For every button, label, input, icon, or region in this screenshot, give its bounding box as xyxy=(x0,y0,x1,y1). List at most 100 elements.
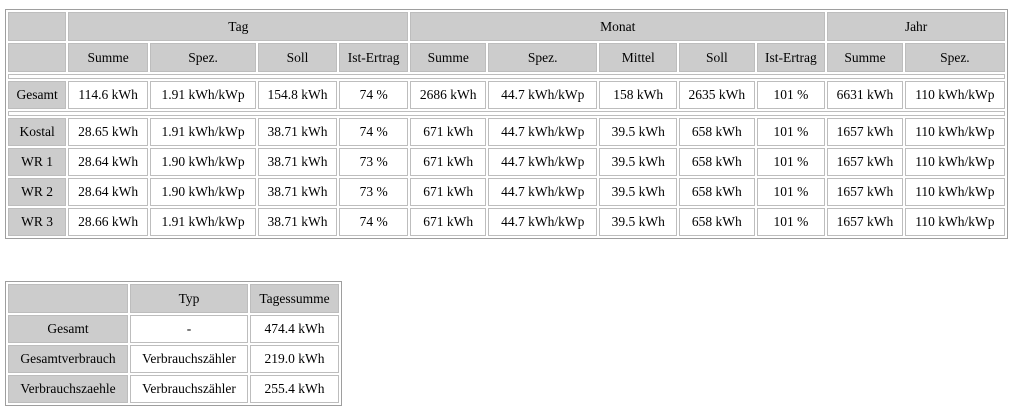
row-label: WR 2 xyxy=(8,178,67,206)
table-cell: 158 kWh xyxy=(599,81,678,109)
consumption-row-gesamtverbrauch: Gesamtverbrauch Verbrauchszähler 219.0 k… xyxy=(8,345,339,373)
spacer-cell xyxy=(8,74,1005,79)
table-cell: 1.90 kWh/kWp xyxy=(149,178,257,206)
header-tag-summe: Summe xyxy=(68,43,148,72)
table-cell: 39.5 kWh xyxy=(599,178,678,206)
header-monat-summe: Summe xyxy=(410,43,487,72)
table-cell: 1.90 kWh/kWp xyxy=(149,148,257,176)
spacer-row xyxy=(8,111,1005,116)
table-cell: 73 % xyxy=(338,148,409,176)
table-cell: 101 % xyxy=(756,118,826,146)
table-cell: 110 kWh/kWp xyxy=(904,208,1005,236)
row-label: Gesamt xyxy=(8,81,67,109)
table-cell: 658 kWh xyxy=(679,178,755,206)
header-typ: Typ xyxy=(130,284,248,313)
table-cell: 110 kWh/kWp xyxy=(904,118,1005,146)
consumption-table: Typ Tagessumme Gesamt - 474.4 kWh Gesamt… xyxy=(5,281,342,406)
table-cell: 1657 kWh xyxy=(827,178,903,206)
table-cell: 28.65 kWh xyxy=(68,118,148,146)
row-label: Gesamt xyxy=(8,315,128,343)
consumption-row-gesamt: Gesamt - 474.4 kWh xyxy=(8,315,339,343)
corner-cell xyxy=(8,12,67,41)
table-cell: 28.64 kWh xyxy=(68,148,148,176)
table-cell: 6631 kWh xyxy=(827,81,903,109)
header-jahr-spez: Spez. xyxy=(904,43,1005,72)
table-cell: 44.7 kWh/kWp xyxy=(488,118,598,146)
table-cell: 44.7 kWh/kWp xyxy=(488,81,598,109)
table-cell: 114.6 kWh xyxy=(68,81,148,109)
yield-table: Tag Monat Jahr Summe Spez. Soll Ist-Ertr… xyxy=(5,9,1008,239)
table-cell: 671 kWh xyxy=(410,208,487,236)
table-cell: 1657 kWh xyxy=(827,118,903,146)
table-cell: 73 % xyxy=(338,178,409,206)
table-cell: 101 % xyxy=(756,178,826,206)
header-tagessumme: Tagessumme xyxy=(250,284,339,313)
header-jahr-summe: Summe xyxy=(827,43,903,72)
table-cell: 39.5 kWh xyxy=(599,148,678,176)
header-tag: Tag xyxy=(68,12,409,41)
table-cell: 1.91 kWh/kWp xyxy=(149,208,257,236)
row-label: Kostal xyxy=(8,118,67,146)
table-cell: 658 kWh xyxy=(679,148,755,176)
table-cell: 154.8 kWh xyxy=(258,81,337,109)
consumption-header-row: Typ Tagessumme xyxy=(8,284,339,313)
table-cell: 28.64 kWh xyxy=(68,178,148,206)
table-cell: 671 kWh xyxy=(410,148,487,176)
table-cell: 2686 kWh xyxy=(410,81,487,109)
tagessumme-cell: 219.0 kWh xyxy=(250,345,339,373)
table-cell: 74 % xyxy=(338,208,409,236)
spacer-row xyxy=(8,74,1005,79)
table-cell: 1657 kWh xyxy=(827,208,903,236)
table-cell: 39.5 kWh xyxy=(599,208,678,236)
header-monat-spez: Spez. xyxy=(488,43,598,72)
row-label: WR 3 xyxy=(8,208,67,236)
table-cell: 74 % xyxy=(338,81,409,109)
table-cell: 44.7 kWh/kWp xyxy=(488,148,598,176)
table-cell: 28.66 kWh xyxy=(68,208,148,236)
typ-cell: Verbrauchszähler xyxy=(130,345,248,373)
table-cell: 38.71 kWh xyxy=(258,178,337,206)
typ-cell: - xyxy=(130,315,248,343)
header-monat-mittel: Mittel xyxy=(599,43,678,72)
table-cell: 110 kWh/kWp xyxy=(904,178,1005,206)
corner-cell xyxy=(8,43,67,72)
table-cell: 658 kWh xyxy=(679,118,755,146)
table-cell: 1.91 kWh/kWp xyxy=(149,81,257,109)
header-monat: Monat xyxy=(410,12,826,41)
consumption-row-verbrauchszaehle: Verbrauchszaehle Verbrauchszähler 255.4 … xyxy=(8,375,339,403)
table-row-kostal: Kostal 28.65 kWh 1.91 kWh/kWp 38.71 kWh … xyxy=(8,118,1005,146)
table-cell: 39.5 kWh xyxy=(599,118,678,146)
header-tag-spez: Spez. xyxy=(149,43,257,72)
table-cell: 110 kWh/kWp xyxy=(904,81,1005,109)
row-label: Verbrauchszaehle xyxy=(8,375,128,403)
table-cell: 1.91 kWh/kWp xyxy=(149,118,257,146)
table-cell: 44.7 kWh/kWp xyxy=(488,178,598,206)
table-cell: 101 % xyxy=(756,81,826,109)
table-cell: 74 % xyxy=(338,118,409,146)
typ-cell: Verbrauchszähler xyxy=(130,375,248,403)
table-cell: 44.7 kWh/kWp xyxy=(488,208,598,236)
row-label: Gesamtverbrauch xyxy=(8,345,128,373)
group-header-row: Tag Monat Jahr xyxy=(8,12,1005,41)
table-cell: 671 kWh xyxy=(410,178,487,206)
row-label: WR 1 xyxy=(8,148,67,176)
table-cell: 38.71 kWh xyxy=(258,118,337,146)
tagessumme-cell: 474.4 kWh xyxy=(250,315,339,343)
corner-cell xyxy=(8,284,128,313)
table-cell: 38.71 kWh xyxy=(258,148,337,176)
header-jahr: Jahr xyxy=(827,12,1005,41)
table-cell: 1657 kWh xyxy=(827,148,903,176)
table-cell: 671 kWh xyxy=(410,118,487,146)
table-cell: 658 kWh xyxy=(679,208,755,236)
table-row-gesamt: Gesamt 114.6 kWh 1.91 kWh/kWp 154.8 kWh … xyxy=(8,81,1005,109)
header-tag-ist-ertrag: Ist-Ertrag xyxy=(338,43,409,72)
tagessumme-cell: 255.4 kWh xyxy=(250,375,339,403)
sub-header-row: Summe Spez. Soll Ist-Ertrag Summe Spez. … xyxy=(8,43,1005,72)
table-cell: 2635 kWh xyxy=(679,81,755,109)
header-tag-soll: Soll xyxy=(258,43,337,72)
spacer-cell xyxy=(8,111,1005,116)
table-cell: 101 % xyxy=(756,148,826,176)
table-row-wr1: WR 1 28.64 kWh 1.90 kWh/kWp 38.71 kWh 73… xyxy=(8,148,1005,176)
table-cell: 38.71 kWh xyxy=(258,208,337,236)
table-cell: 110 kWh/kWp xyxy=(904,148,1005,176)
